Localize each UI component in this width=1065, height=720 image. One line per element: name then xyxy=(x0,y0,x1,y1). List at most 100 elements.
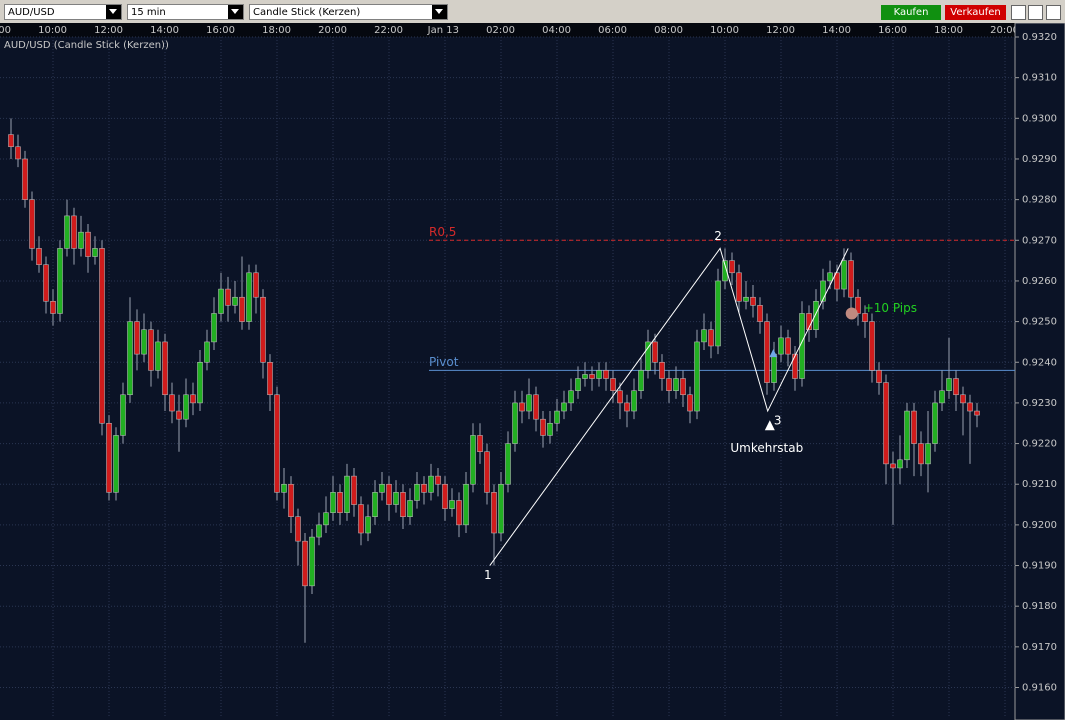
x-tick-label: 18:00 xyxy=(262,25,291,36)
candle-body xyxy=(750,296,756,306)
candle-body xyxy=(764,321,770,383)
candle-body xyxy=(43,264,49,302)
candle-body xyxy=(78,231,84,249)
candle-body xyxy=(820,280,826,302)
candle-body xyxy=(547,422,553,436)
candle-body xyxy=(694,341,700,412)
zigzag-line xyxy=(489,247,849,566)
candle-body xyxy=(589,374,595,379)
candle-body xyxy=(722,260,728,282)
candle-body xyxy=(120,394,126,436)
candle-body xyxy=(771,353,777,383)
candle-body xyxy=(267,362,273,396)
candle-body xyxy=(617,390,623,404)
y-tick-label: 0.9270 xyxy=(1022,235,1057,246)
candle-body xyxy=(309,536,315,587)
x-tick-label: 20:00 xyxy=(318,25,347,36)
candle-body xyxy=(407,500,413,517)
candle-body xyxy=(715,280,721,347)
candle-body xyxy=(36,248,42,265)
candle-body xyxy=(512,402,518,444)
candle-body xyxy=(904,410,910,461)
symbol: AUD/USD xyxy=(8,7,55,18)
candle-body xyxy=(533,394,539,420)
candle-body xyxy=(652,341,658,363)
buy-button[interactable]: Kaufen xyxy=(881,5,941,20)
bars-icon[interactable] xyxy=(1011,5,1026,20)
candle-body xyxy=(239,296,245,322)
x-tick-label: 12:00 xyxy=(94,25,123,36)
candle-body xyxy=(953,378,959,396)
candle-body xyxy=(638,370,644,391)
x-tick-label: 04:00 xyxy=(542,25,571,36)
y-tick-label: 0.9320 xyxy=(1022,32,1057,43)
zigzag-label: 2 xyxy=(714,229,722,243)
draw-icon[interactable] xyxy=(1028,5,1043,20)
chart: 00 10:00 12:00 14:00 16:00 18:00 20:00 22:00 Jan… xyxy=(0,23,1065,720)
candle-body xyxy=(57,248,63,314)
candle-body xyxy=(211,313,217,343)
candle-body xyxy=(50,301,56,314)
candle-body xyxy=(582,374,588,379)
level-label: Pivot xyxy=(429,355,459,369)
candle-body xyxy=(659,362,665,379)
candle-body xyxy=(344,475,350,513)
chart-style: Candle Stick (Kerzen) xyxy=(253,7,361,18)
candle-body xyxy=(918,443,924,465)
candle-body xyxy=(673,378,679,391)
candle-body xyxy=(477,435,483,452)
sell-button[interactable]: Verkaufen xyxy=(945,5,1006,20)
y-tick-label: 0.9230 xyxy=(1022,398,1057,409)
candle-body xyxy=(890,463,896,469)
candle-body xyxy=(260,296,266,363)
entry-marker xyxy=(769,349,778,358)
candle-body xyxy=(435,475,441,485)
dropdown-arrow[interactable] xyxy=(228,5,243,19)
candle-body xyxy=(708,329,714,347)
y-tick-label: 0.9220 xyxy=(1022,439,1057,450)
candle-body xyxy=(932,402,938,444)
candle-body xyxy=(162,341,168,396)
candle-body xyxy=(484,451,490,493)
zigzag-label: 3 xyxy=(774,414,782,428)
symbol-select[interactable]: AUD/USD xyxy=(4,4,122,20)
candle-body xyxy=(274,394,280,493)
candle-body xyxy=(603,370,609,379)
candle-body xyxy=(897,459,903,469)
candle-body xyxy=(8,134,14,148)
candle-body xyxy=(22,158,28,200)
dropdown-arrow[interactable] xyxy=(106,5,121,19)
candle-body xyxy=(505,443,511,485)
candle-body xyxy=(470,435,476,485)
style-select[interactable]: Candle Stick (Kerzen) xyxy=(249,4,448,20)
window-icon[interactable] xyxy=(1046,5,1061,20)
candle-body xyxy=(925,443,931,465)
target-marker xyxy=(845,307,858,320)
y-tick-label: 0.9160 xyxy=(1022,683,1057,694)
candle-body xyxy=(400,492,406,517)
candle-body xyxy=(624,402,630,412)
x-tick-label: 14:00 xyxy=(150,25,179,36)
candle-body xyxy=(862,313,868,322)
y-tick-label: 0.9210 xyxy=(1022,479,1057,490)
candle-body xyxy=(232,296,238,306)
candle-body xyxy=(519,402,525,412)
candle-body xyxy=(190,394,196,404)
candle-body xyxy=(743,296,749,302)
x-tick-label: 18:00 xyxy=(934,25,963,36)
candle-body xyxy=(967,402,973,412)
dropdown-arrow[interactable] xyxy=(432,5,447,19)
chart-background xyxy=(0,23,1065,720)
candle-body xyxy=(610,378,616,391)
candle-body xyxy=(834,272,840,290)
candle-body xyxy=(841,260,847,290)
interval-select[interactable]: 15 min xyxy=(127,4,244,20)
candle-body xyxy=(330,492,336,513)
candle-body xyxy=(680,378,686,396)
candle-body xyxy=(960,394,966,404)
candle-body xyxy=(785,337,791,355)
candle-body xyxy=(666,378,672,391)
x-tick-label: Jan 13 xyxy=(427,25,459,36)
y-tick-label: 0.9200 xyxy=(1022,520,1057,531)
x-tick-label: 12:00 xyxy=(766,25,795,36)
